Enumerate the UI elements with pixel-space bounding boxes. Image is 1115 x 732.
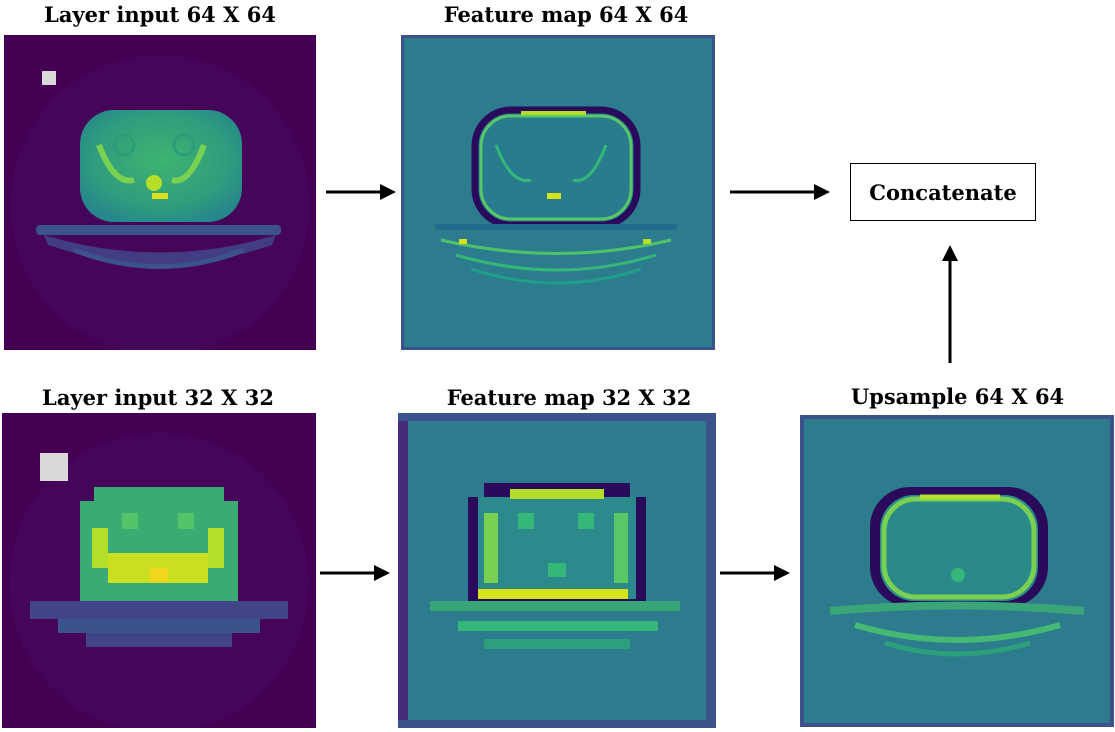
arrow-upsample-to-concatenate xyxy=(942,245,958,363)
upsample64-image xyxy=(800,415,1114,727)
concatenate-box: Concatenate xyxy=(850,163,1036,221)
title-feature32: Feature map 32 X 32 xyxy=(446,385,692,410)
panel-feature64 xyxy=(401,35,715,350)
panel-upsample64 xyxy=(800,415,1114,727)
panel-input64 xyxy=(4,35,316,350)
title-input64: Layer input 64 X 64 xyxy=(44,2,276,27)
title-input32: Layer input 32 X 32 xyxy=(42,385,274,410)
arrow-feature32-to-upsample xyxy=(720,565,790,581)
title-feature64: Feature map 64 X 64 xyxy=(443,2,689,27)
panel-input32 xyxy=(2,413,316,728)
title-upsample64: Upsample 64 X 64 xyxy=(850,384,1065,409)
ct-slice-input64-image xyxy=(10,55,310,350)
feature-map64-image xyxy=(401,35,715,350)
arrow-input64-to-feature64 xyxy=(326,184,396,200)
ct-slice-input32-image xyxy=(9,433,309,728)
concatenate-label: Concatenate xyxy=(869,179,1017,205)
panel-feature32 xyxy=(398,413,716,728)
arrow-input32-to-feature32 xyxy=(320,565,390,581)
feature-map32-image xyxy=(398,413,716,728)
arrow-feature64-to-concatenate xyxy=(730,184,830,200)
